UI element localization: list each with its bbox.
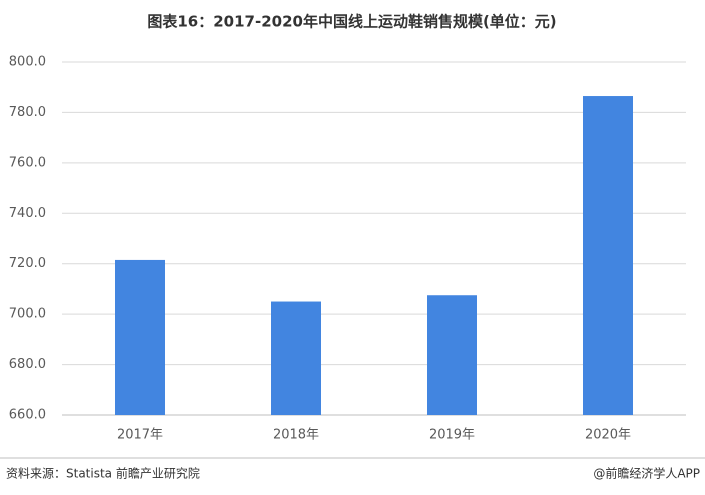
y-tick-label: 720.0 — [9, 256, 46, 271]
y-tick-label: 700.0 — [9, 307, 46, 322]
y-tick-label: 800.0 — [9, 55, 46, 70]
y-tick-label: 680.0 — [9, 357, 46, 372]
bar — [115, 259, 165, 415]
y-tick-label: 660.0 — [9, 408, 46, 423]
x-tick-label: 2020年 — [585, 428, 631, 443]
bar — [427, 295, 477, 415]
chart-title: 图表16：2017-2020年中国线上运动鞋销售规模(单位：元) — [147, 13, 556, 31]
y-tick-label: 760.0 — [9, 155, 46, 170]
x-tick-label: 2017年 — [117, 428, 163, 443]
bar — [271, 301, 321, 415]
credit: @前瞻经济学人APP — [593, 466, 700, 481]
bar — [583, 96, 633, 416]
y-tick-label: 740.0 — [9, 206, 46, 221]
x-tick-label: 2018年 — [273, 428, 319, 443]
x-tick-label: 2019年 — [429, 428, 475, 443]
source: 资料来源：Statista 前瞻产业研究院 — [6, 466, 200, 481]
y-tick-label: 780.0 — [9, 105, 46, 120]
